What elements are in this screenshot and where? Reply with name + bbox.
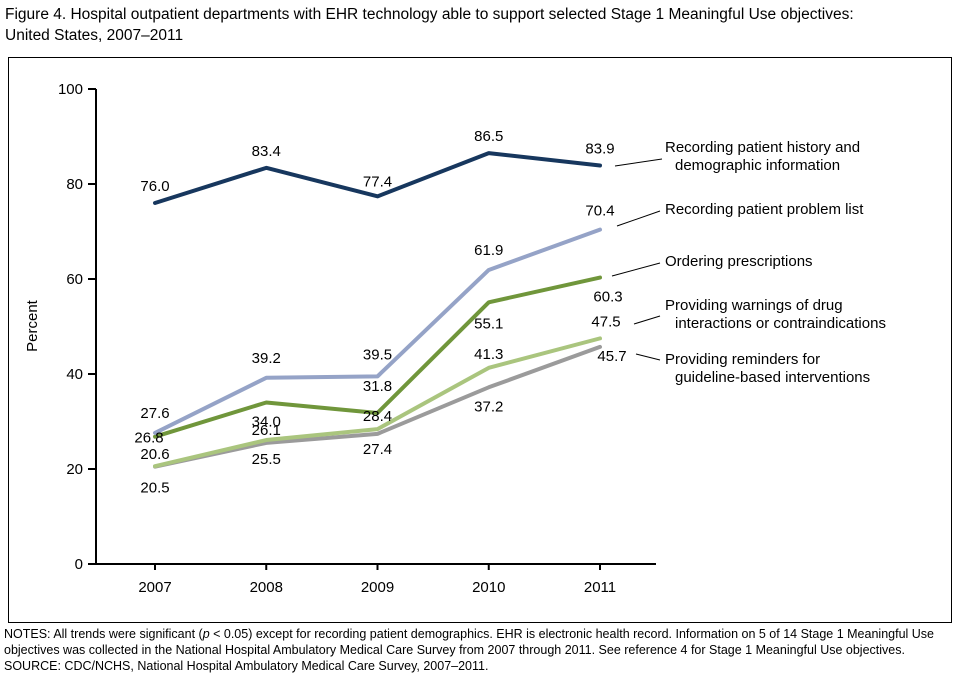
value-label: 55.1 [474, 315, 503, 332]
value-label: 83.4 [252, 143, 281, 160]
legend-leader-line [616, 210, 661, 227]
chart-panel: 0 20 40 60 80 100 2007 2008 2009 2010 2011 Percent 7… [8, 57, 952, 623]
x-tick-label: 2008 [250, 579, 283, 596]
value-label: 28.4 [363, 408, 392, 425]
value-label: 27.6 [140, 405, 169, 422]
value-label: 39.5 [363, 346, 392, 363]
series-line-3 [153, 275, 602, 439]
notes-text: NOTES: All trends were significant (p < … [4, 626, 956, 658]
chart-svg: 0 20 40 60 80 100 2007 2008 2009 2010 2011 Percent 7… [24, 81, 886, 596]
value-label: 34.0 [252, 414, 281, 431]
value-label: 83.9 [585, 140, 614, 157]
source-line: SOURCE: CDC/NCHS, National Hospital Ambu… [4, 659, 489, 673]
y-tick-label: 20 [66, 461, 83, 478]
value-label: 26.8 [134, 430, 163, 447]
legend-label: guideline-based interventions [675, 369, 870, 386]
legend-label: Recording patient history and [665, 139, 860, 156]
notes-block: NOTES: All trends were significant (p < … [4, 626, 956, 674]
value-label: 37.2 [474, 398, 503, 415]
value-label: 76.0 [140, 178, 169, 195]
series-line-1 [153, 151, 602, 205]
legend-leader-line [611, 262, 661, 277]
value-label: 20.6 [140, 446, 169, 463]
legend-label: Providing reminders for [665, 351, 820, 368]
series-line-5 [153, 344, 602, 469]
value-label: 77.4 [363, 173, 392, 190]
legend-leader-line [635, 353, 661, 361]
value-label: 26.1 [252, 422, 281, 439]
value-label: 20.5 [140, 480, 169, 497]
series-line-4 [153, 336, 602, 469]
notes-suffix: < 0.05) except for recording patient dem… [4, 627, 934, 657]
legend-label: Recording patient problem list [665, 201, 864, 218]
y-axis-title: Percent [24, 299, 41, 352]
legend-label: interactions or contraindications [675, 315, 886, 332]
notes-p-italic: p [202, 627, 210, 641]
legend-leader-line [633, 315, 661, 325]
y-tick-label: 80 [66, 176, 83, 193]
y-tick-label: 0 [75, 556, 83, 573]
y-tick-label: 40 [66, 366, 83, 383]
value-label: 25.5 [252, 451, 281, 468]
legend-label: Ordering prescriptions [665, 253, 813, 270]
y-tick-label: 60 [66, 271, 83, 288]
figure-title: Figure 4. Hospital outpatient department… [5, 6, 854, 44]
value-label: 31.8 [363, 378, 392, 395]
legend-label: Providing warnings of drug [665, 297, 843, 314]
notes-prefix: NOTES: All trends were significant ( [4, 627, 203, 641]
series-line-2 [153, 227, 602, 435]
legend-label: demographic information [675, 157, 840, 174]
value-label: 60.3 [593, 289, 622, 306]
x-tick-label: 2009 [361, 579, 394, 596]
legend-leader-line [614, 158, 663, 167]
x-tick-label: 2010 [472, 579, 505, 596]
value-label: 39.2 [252, 350, 281, 367]
value-label: 70.4 [585, 203, 614, 220]
value-label: 41.3 [474, 346, 503, 363]
value-label: 45.7 [597, 348, 626, 365]
x-tick-label: 2011 [584, 579, 616, 596]
value-label: 27.4 [363, 441, 392, 458]
value-label: 47.5 [591, 313, 620, 330]
value-label: 86.5 [474, 128, 503, 145]
y-tick-label: 100 [58, 81, 83, 98]
x-tick-label: 2007 [138, 579, 171, 596]
value-label: 61.9 [474, 242, 503, 259]
